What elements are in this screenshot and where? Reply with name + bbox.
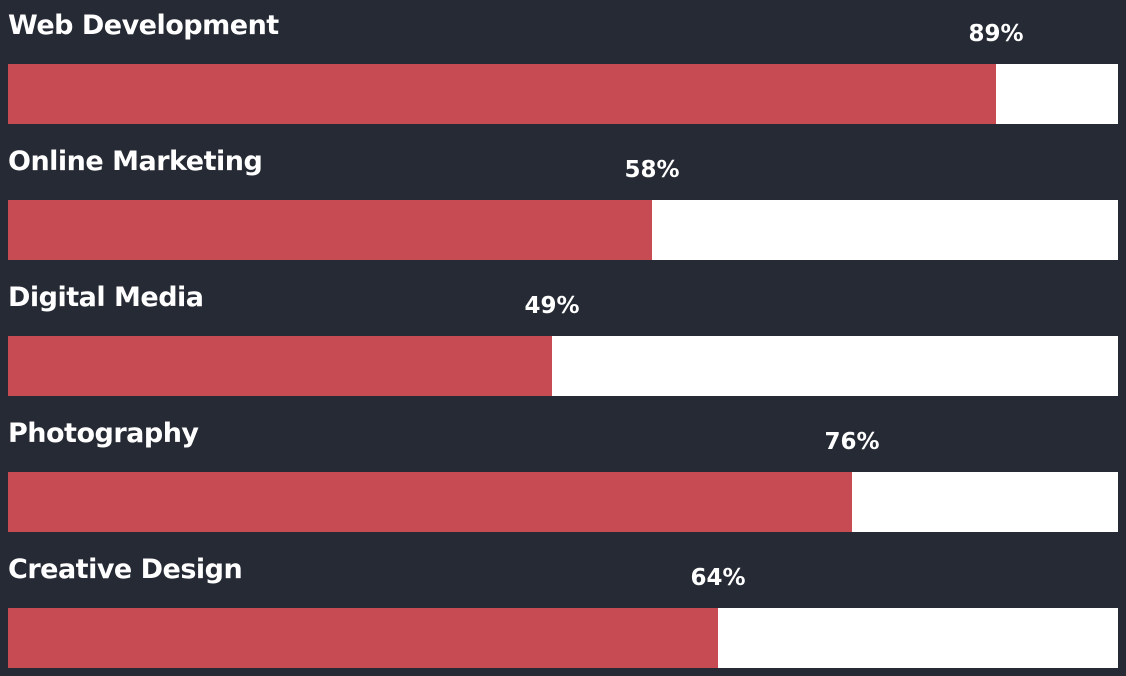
skill-online-marketing: Online Marketing 58% [8,136,1118,272]
progress-track [8,472,1118,532]
progress-track [8,200,1118,260]
skill-label: Creative Design [8,554,243,585]
skill-percent: 49% [524,293,580,319]
progress-track [8,64,1118,124]
skill-percent: 89% [968,21,1024,47]
skill-digital-media: Digital Media 49% [8,272,1118,408]
progress-fill [8,472,852,532]
progress-fill [8,336,552,396]
progress-track [8,336,1118,396]
progress-fill [8,200,652,260]
skill-percent: 64% [690,565,746,591]
skill-label: Photography [8,418,199,449]
progress-track [8,608,1118,668]
skill-label: Web Development [8,10,279,41]
skill-label: Online Marketing [8,146,263,177]
progress-fill [8,608,718,668]
skill-photography: Photography 76% [8,408,1118,544]
skill-web-development: Web Development 89% [8,0,1118,136]
skill-percent: 58% [624,157,680,183]
skill-percent: 76% [824,429,880,455]
skill-creative-design: Creative Design 64% [8,544,1118,676]
progress-fill [8,64,996,124]
skill-label: Digital Media [8,282,204,313]
